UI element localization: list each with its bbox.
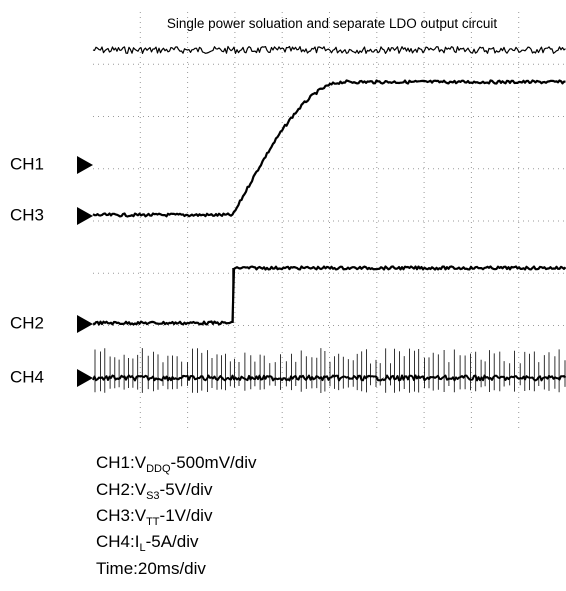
channel-markers: CH1 CH3 CH2 CH4 <box>10 154 93 387</box>
legend-subscript: S3 <box>146 490 159 502</box>
legend-line: CH1:VDDQ-500mV/div <box>96 453 257 475</box>
traces <box>92 45 566 393</box>
marker-arrow <box>77 315 93 333</box>
marker-arrow <box>77 369 93 387</box>
legend-suffix: -5A/div <box>146 532 199 551</box>
channel-label: CH4 <box>10 367 44 386</box>
legend-suffix: -500mV/div <box>171 453 257 472</box>
legend-line: CH4:IL-5A/div <box>96 532 199 554</box>
legend-subscript: L <box>139 542 145 554</box>
ch2-trace <box>92 265 566 326</box>
legend-prefix: CH2:V <box>96 480 147 499</box>
legend-suffix: -1V/div <box>160 506 213 525</box>
legend-subscript: TT <box>146 516 160 528</box>
legend-suffix: -5V/div <box>160 480 213 499</box>
legend: CH1:VDDQ-500mV/div CH2:VS3-5V/div CH3:VT… <box>96 453 257 578</box>
ch1-trace <box>92 45 566 54</box>
title: Single power soluation and separate LDO … <box>167 16 497 31</box>
legend-prefix: CH1:V <box>96 453 147 472</box>
legend-subscript: DDQ <box>146 463 171 475</box>
legend-prefix: CH3:V <box>96 506 147 525</box>
channel-label: CH1 <box>10 154 44 173</box>
ch4-spikes <box>94 348 566 393</box>
legend-line: CH2:VS3-5V/div <box>96 480 213 502</box>
channel-label: CH2 <box>10 313 44 332</box>
channel-label: CH3 <box>10 205 44 224</box>
marker-arrow <box>77 156 93 174</box>
legend-line: CH3:VTT-1V/div <box>96 506 213 528</box>
ch3-trace <box>92 79 566 218</box>
marker-arrow <box>77 207 93 225</box>
ch4-trace <box>92 374 566 382</box>
legend-prefix: CH4:I <box>96 532 139 551</box>
legend-line: Time:20ms/div <box>96 559 206 578</box>
